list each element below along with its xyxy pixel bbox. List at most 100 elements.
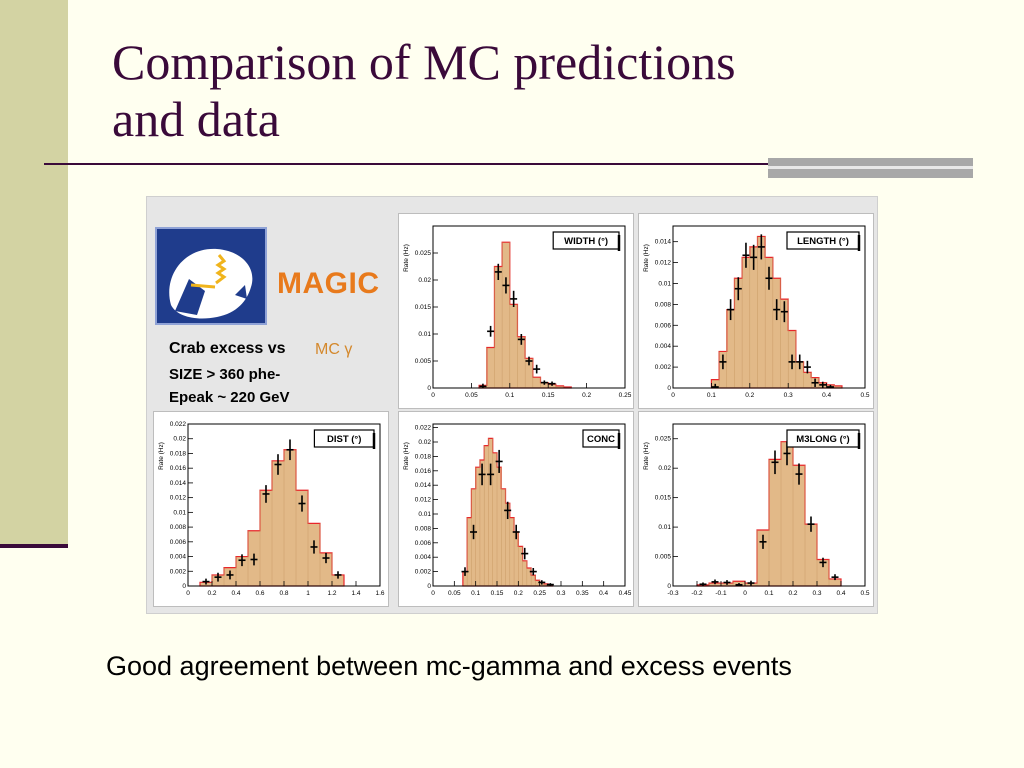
x-tick-label: 0.4 bbox=[599, 590, 608, 597]
magic-logo-icon bbox=[155, 227, 267, 325]
y-tick-label: 0.01 bbox=[418, 511, 431, 518]
y-axis-label: Rate (Hz) bbox=[643, 244, 650, 272]
y-tick-label: 0.004 bbox=[170, 554, 187, 561]
x-tick-label: 1.4 bbox=[351, 590, 360, 597]
y-tick-label: 0 bbox=[667, 385, 671, 392]
x-tick-label: 0.2 bbox=[582, 392, 591, 399]
x-tick-label: 0.25 bbox=[533, 590, 546, 597]
x-tick-label: 0.1 bbox=[505, 392, 514, 399]
y-tick-label: 0.005 bbox=[415, 358, 432, 365]
x-tick-label: 0.4 bbox=[231, 590, 240, 597]
x-tick-label: 0.5 bbox=[860, 590, 869, 597]
y-tick-label: 0.018 bbox=[415, 453, 432, 460]
x-tick-label: 0.4 bbox=[822, 392, 831, 399]
slide-title: Comparison of MC predictions and data bbox=[112, 34, 912, 148]
y-tick-label: 0.008 bbox=[655, 301, 672, 308]
title-underline bbox=[44, 163, 768, 165]
x-tick-label: 1 bbox=[306, 590, 310, 597]
magic-logo-graphic bbox=[169, 248, 253, 319]
y-tick-label: 0.014 bbox=[415, 482, 432, 489]
y-axis-label: Rate (Hz) bbox=[643, 442, 650, 470]
y-tick-label: 0.005 bbox=[655, 554, 672, 561]
left-accent-bar-cap bbox=[0, 544, 68, 548]
plot-title: LENGTH (°) bbox=[797, 236, 849, 247]
y-tick-label: 0.01 bbox=[418, 331, 431, 338]
info-crab-excess: Crab excess vs bbox=[169, 340, 286, 357]
plot-title: WIDTH (°) bbox=[564, 236, 608, 247]
plot-conc: 0 0.05 0.1 0.15 0.2 0.25 0.3 0.35 0.4 0.45 0 0.002 0… bbox=[398, 411, 634, 607]
plot-conc-svg: 0 0.05 0.1 0.15 0.2 0.25 0.3 0.35 0.4 0.45 0 0.002 0… bbox=[403, 423, 632, 597]
magic-logo-text: MAGIC bbox=[277, 267, 380, 300]
x-tick-label: 0 bbox=[743, 590, 747, 597]
slide-title-line2: and data bbox=[112, 91, 280, 147]
x-tick-label: 1.6 bbox=[375, 590, 384, 597]
y-tick-label: 0.006 bbox=[170, 539, 187, 546]
plot-title: CONC bbox=[587, 434, 615, 445]
info-size-cut: SIZE > 360 phe- bbox=[169, 366, 281, 383]
x-tick-label: 0.3 bbox=[556, 590, 565, 597]
x-tick-label: -0.3 bbox=[667, 590, 679, 597]
y-tick-label: 0 bbox=[667, 583, 671, 590]
x-tick-label: 0.05 bbox=[448, 590, 461, 597]
y-axis-label: Rate (Hz) bbox=[403, 442, 410, 470]
y-tick-label: 0.022 bbox=[170, 421, 187, 428]
y-tick-label: 0.002 bbox=[415, 569, 432, 576]
y-axis-label: Rate (Hz) bbox=[403, 244, 410, 272]
x-tick-label: -0.1 bbox=[715, 590, 727, 597]
y-tick-label: 0.006 bbox=[655, 322, 672, 329]
x-tick-label: 0 bbox=[431, 590, 435, 597]
slide-caption: Good agreement between mc-gamma and exce… bbox=[106, 651, 792, 681]
y-tick-label: 0.016 bbox=[415, 468, 432, 475]
y-tick-label: 0.015 bbox=[415, 304, 432, 311]
x-tick-label: 0.25 bbox=[619, 392, 632, 399]
y-tick-label: 0.01 bbox=[658, 280, 671, 287]
left-accent-bar bbox=[0, 0, 68, 548]
y-tick-label: 0.02 bbox=[418, 277, 431, 284]
plot-title: M3LONG (°) bbox=[796, 434, 849, 445]
plot-length-svg: 0 0.1 0.2 0.3 0.4 0.5 0 0.002 0.004 0.006 0.008 0.0… bbox=[643, 225, 870, 399]
y-tick-label: 0.02 bbox=[418, 439, 431, 446]
plot-width: 0 0.05 0.1 0.15 0.2 0.25 0 0.005 0.01 0.015 0.02 0.… bbox=[398, 213, 634, 409]
y-tick-label: 0.002 bbox=[655, 364, 672, 371]
y-tick-label: 0.008 bbox=[415, 525, 432, 532]
y-tick-label: 0.025 bbox=[415, 250, 432, 257]
y-tick-label: 0.008 bbox=[170, 524, 187, 531]
plot-dist-svg: 0 0.2 0.4 0.6 0.8 1 1.2 1.4 1.6 0 0.002 0.004 0.006 0… bbox=[158, 421, 385, 597]
x-tick-label: 0.2 bbox=[207, 590, 216, 597]
plot-length: 0 0.1 0.2 0.3 0.4 0.5 0 0.002 0.004 0.006 0.008 0.0… bbox=[638, 213, 874, 409]
plot-m3long-svg: -0.3 -0.2 -0.1 0 0.1 0.2 0.3 0.4 0.5 0 0.005 0.01 0.… bbox=[643, 423, 870, 597]
y-tick-label: 0.012 bbox=[655, 260, 672, 267]
x-tick-label: 0 bbox=[671, 392, 675, 399]
y-tick-label: 0.014 bbox=[170, 480, 187, 487]
y-tick-label: 0.015 bbox=[655, 495, 672, 502]
y-tick-label: 0 bbox=[427, 385, 431, 392]
x-tick-label: 0.4 bbox=[836, 590, 845, 597]
y-tick-label: 0.004 bbox=[655, 343, 672, 350]
y-tick-label: 0.025 bbox=[655, 436, 672, 443]
y-tick-label: 0.01 bbox=[658, 524, 671, 531]
y-tick-label: 0.02 bbox=[658, 465, 671, 472]
x-tick-label: -0.2 bbox=[691, 590, 703, 597]
x-tick-label: 0 bbox=[186, 590, 190, 597]
info-epeak: Epeak ~ 220 GeV bbox=[169, 389, 290, 406]
plot-frame bbox=[432, 423, 626, 587]
x-tick-label: 0.6 bbox=[255, 590, 264, 597]
figure-panel: MAGIC Crab excess vs MC γ SIZE > 360 phe… bbox=[146, 196, 878, 614]
x-tick-label: 0.5 bbox=[860, 392, 869, 399]
x-tick-label: 0.05 bbox=[465, 392, 478, 399]
x-tick-label: 0.45 bbox=[619, 590, 632, 597]
y-tick-label: 0 bbox=[182, 583, 186, 590]
slide-title-line1: Comparison of MC predictions bbox=[112, 34, 736, 90]
y-tick-label: 0.016 bbox=[170, 465, 187, 472]
x-tick-label: 1.2 bbox=[327, 590, 336, 597]
x-tick-label: 0 bbox=[431, 392, 435, 399]
info-mc-gamma: MC γ bbox=[315, 341, 353, 358]
x-tick-label: 0.8 bbox=[279, 590, 288, 597]
y-axis-label: Rate (Hz) bbox=[158, 442, 165, 470]
light-path bbox=[190, 283, 216, 289]
y-tick-label: 0.01 bbox=[173, 509, 186, 516]
y-tick-label: 0.004 bbox=[415, 554, 432, 561]
x-tick-label: 0.15 bbox=[491, 590, 504, 597]
dish-shadow bbox=[175, 279, 205, 315]
title-underline-accent-stripe bbox=[768, 166, 973, 169]
